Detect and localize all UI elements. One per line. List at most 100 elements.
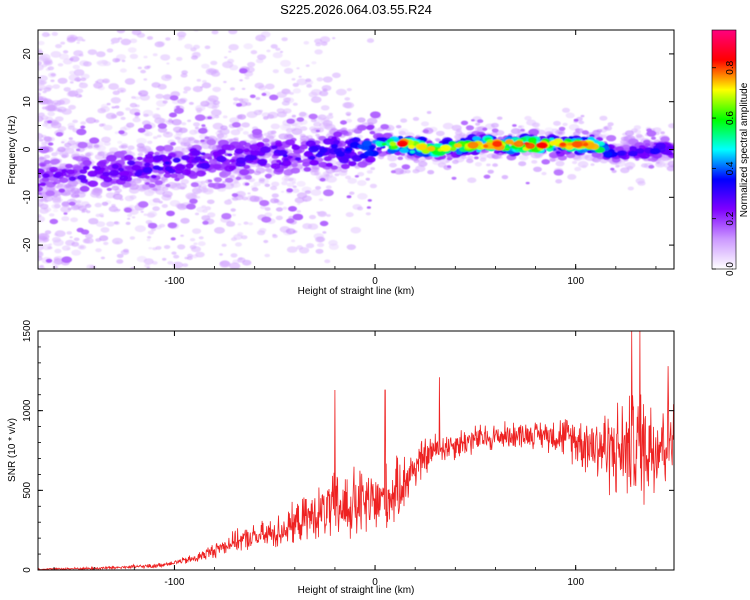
spectrogram-cell <box>116 30 126 34</box>
spectrogram-cell <box>260 146 272 154</box>
spectrogram-cell <box>191 55 198 60</box>
spectrogram-cell <box>418 161 428 167</box>
spectrogram-cell <box>201 63 210 69</box>
spectrogram-x-tick-label: 0 <box>372 276 378 287</box>
spectrogram-cell <box>38 215 46 223</box>
spectrogram-cell <box>501 175 509 180</box>
spectrogram-cell <box>235 157 247 164</box>
spectrogram-cell <box>285 128 293 133</box>
spectrogram-cell <box>467 141 479 149</box>
spectrogram-cell <box>106 102 111 106</box>
spectrogram-cell <box>282 154 288 158</box>
spectrogram-cell <box>299 144 308 150</box>
spectrogram-cell <box>43 87 52 92</box>
spectrogram-cell <box>230 208 236 212</box>
spectrogram-cell <box>65 174 71 178</box>
spectrogram-cell <box>55 116 64 122</box>
spectrogram-cell <box>180 186 186 190</box>
spectrogram-cell <box>61 201 70 207</box>
spectrogram-cell <box>176 31 187 38</box>
spectrogram-cell <box>120 38 132 46</box>
spectrogram-cell <box>315 152 324 158</box>
spectrogram-cell <box>78 82 88 89</box>
spectrogram-cell <box>474 156 479 160</box>
spectrogram-cell <box>640 163 649 168</box>
spectrogram-cell <box>112 237 123 245</box>
spectrogram-cell <box>198 127 208 134</box>
spectrogram-cell <box>189 129 198 135</box>
spectrogram-cell <box>348 161 357 167</box>
spectrogram-cell <box>216 155 227 163</box>
spectrogram-cell <box>137 147 147 153</box>
spectrogram-cell <box>172 261 184 269</box>
spectrogram-cell <box>72 64 81 70</box>
spectrogram-cell <box>81 210 85 213</box>
spectrogram-cell <box>38 255 43 261</box>
spectrogram-cell <box>254 82 265 89</box>
spectrogram-cell <box>146 36 154 40</box>
spectrogram-cell <box>322 138 334 145</box>
spectrogram-cell <box>136 156 143 161</box>
spectrogram-cell <box>492 163 498 167</box>
spectrogram-cell <box>70 204 80 211</box>
spectrogram-cell <box>376 147 382 151</box>
spectrogram-cell <box>333 131 343 138</box>
spectrogram-cell <box>201 215 211 221</box>
spectrogram-cell <box>140 210 144 213</box>
spectrogram-cell <box>147 230 154 235</box>
spectrogram-cell <box>340 120 347 125</box>
spectrogram-cell <box>134 115 139 119</box>
spectrogram-cell <box>607 122 614 127</box>
spectrogram-cell <box>565 144 574 150</box>
spectrogram-cell <box>262 138 270 143</box>
spectrogram-cell <box>427 170 435 175</box>
spectrogram-cell <box>467 155 474 160</box>
spectrogram-cell <box>127 160 136 166</box>
spectrogram-cell <box>101 201 109 206</box>
spectrogram-cell <box>479 153 489 160</box>
spectrogram-cell <box>127 145 135 150</box>
spectrogram-cell <box>308 113 318 120</box>
spectrogram-cell <box>309 214 316 220</box>
spectrogram-cell <box>180 234 184 237</box>
spectrogram-cell <box>265 168 272 172</box>
spectrogram-cell <box>50 169 56 173</box>
spectrogram-cell <box>357 144 366 150</box>
spectrogram-cell <box>171 119 182 126</box>
spectrogram-cell <box>61 141 65 144</box>
spectrogram-cell <box>117 140 123 144</box>
spectrogram-cell <box>366 170 373 174</box>
spectrogram-cell <box>615 146 624 152</box>
spectrogram-cell <box>335 88 347 96</box>
spectrogram-cell <box>311 61 317 65</box>
spectrogram-cell <box>57 77 68 84</box>
spectrogram-cell <box>520 128 525 132</box>
spectrogram-cell <box>144 65 150 70</box>
spectrogram-cell <box>399 142 406 147</box>
spectrogram-cell <box>272 52 283 59</box>
spectrogram-cell <box>281 88 291 94</box>
spectrogram-cell <box>162 144 174 152</box>
spectrogram-cell <box>169 95 179 101</box>
spectrogram-cell <box>102 78 110 84</box>
spectrogram-cell <box>165 37 171 41</box>
spectrogram-cell <box>477 119 484 123</box>
spectrogram-cell <box>541 171 547 176</box>
spectrogram-cell <box>528 128 540 136</box>
spectrogram-cell <box>592 129 601 136</box>
spectrogram-cell <box>417 144 427 150</box>
spectrogram-cell <box>53 209 59 213</box>
spectrogram-cell <box>123 154 134 161</box>
spectrogram-cell <box>57 108 63 112</box>
spectrogram-cell <box>513 140 524 147</box>
spectrogram-cell <box>326 114 334 120</box>
spectrogram-cell <box>194 156 202 161</box>
spectrogram-cell <box>79 245 85 249</box>
spectrogram-cell <box>200 100 210 107</box>
spectrogram-cell <box>79 169 88 174</box>
spectrogram-y-axis-label: Frequency (Hz) <box>7 116 18 185</box>
spectrogram-cell <box>100 215 104 218</box>
spectrogram-cell <box>160 54 171 61</box>
spectrogram-cell <box>257 54 267 60</box>
spectrogram-cell <box>279 50 284 53</box>
